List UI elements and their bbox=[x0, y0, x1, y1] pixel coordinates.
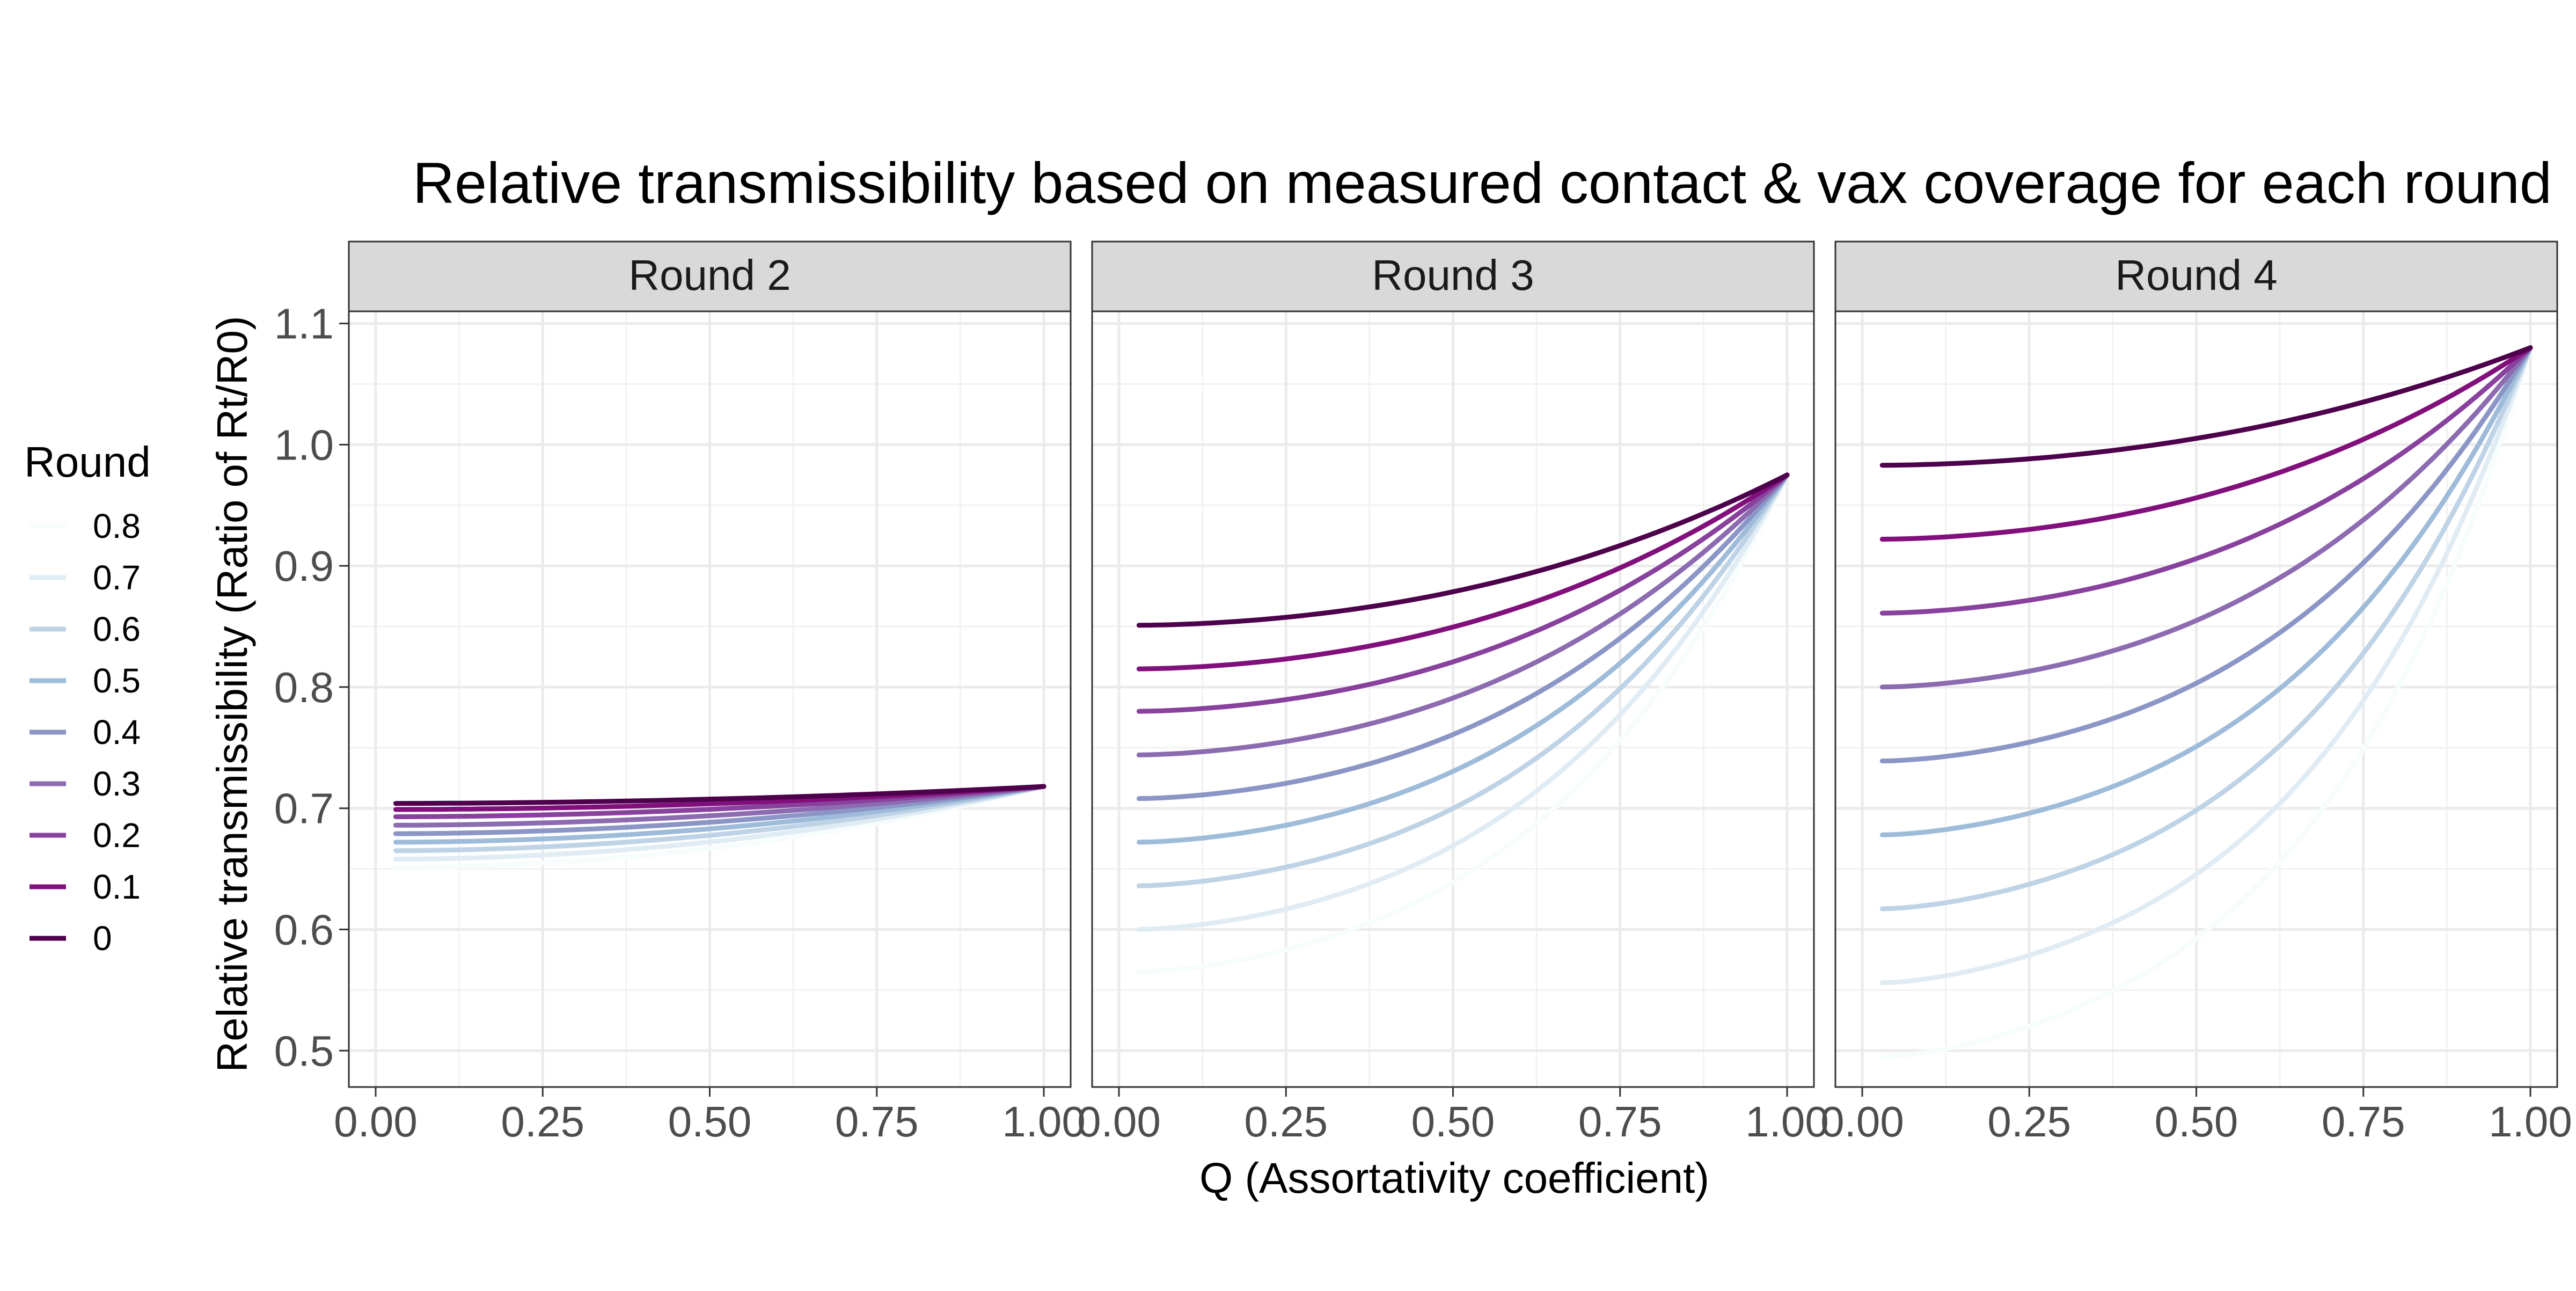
series-line-0 bbox=[1879, 345, 2533, 468]
series-line-0-3 bbox=[1879, 345, 2533, 690]
y-tick-label: 0.9 bbox=[274, 542, 334, 590]
facet-strip-label: Round 4 bbox=[2115, 251, 2277, 299]
y-tick-label: 0.5 bbox=[274, 1027, 334, 1075]
legend-label: 0.5 bbox=[93, 661, 141, 700]
series-line-0-8 bbox=[1136, 472, 1790, 974]
series-line-0-4 bbox=[1879, 345, 2533, 764]
legend-label: 0.1 bbox=[93, 867, 141, 906]
x-tick-label: 0.00 bbox=[1077, 1098, 1161, 1146]
series-line-0-6 bbox=[393, 784, 1046, 854]
y-tick-label: 0.8 bbox=[274, 663, 334, 711]
series-line-0-2 bbox=[1879, 345, 2533, 616]
x-axis-label: Q (Assortativity coefficient) bbox=[1199, 1154, 1709, 1202]
series-line-0-2 bbox=[1136, 472, 1790, 714]
x-tick-label: 0.25 bbox=[501, 1098, 584, 1146]
panels: Round 2 0.00 0.25 0.50 0.75 1.00 0.5 0.6 0.7 0.8 0… bbox=[274, 240, 2572, 1146]
legend-label: 0.3 bbox=[93, 764, 141, 803]
legend-label: 0.2 bbox=[93, 816, 141, 855]
y-tick-label: 0.6 bbox=[274, 906, 334, 953]
series-line-0-6 bbox=[1136, 472, 1790, 888]
series-line-0-5 bbox=[393, 784, 1046, 845]
series-line-0-8 bbox=[1879, 345, 2533, 1060]
y-tick-label: 0.7 bbox=[274, 785, 334, 833]
series-line-0-5 bbox=[1136, 472, 1790, 845]
x-tick-label: 0.75 bbox=[835, 1098, 919, 1146]
series-line-0-7 bbox=[393, 784, 1046, 862]
x-tick-label: 0.50 bbox=[668, 1098, 752, 1146]
facet-panel: Round 4 0.00 0.25 0.50 0.75 1.00 bbox=[1820, 240, 2572, 1146]
legend-title: Round bbox=[24, 438, 151, 486]
legend-label: 0.4 bbox=[93, 713, 141, 752]
facet-strip bbox=[1091, 240, 1815, 312]
series-line-0-4 bbox=[393, 784, 1046, 836]
legend-label: 0.8 bbox=[93, 507, 141, 545]
legend-label: 0.6 bbox=[93, 610, 141, 648]
chart-title: Relative transmissibility based on measu… bbox=[413, 150, 2552, 215]
series-line-0-6 bbox=[1879, 345, 2533, 911]
x-tick-label: 0.25 bbox=[1244, 1098, 1328, 1146]
facet-strip-label: Round 2 bbox=[628, 251, 791, 299]
facet-strip bbox=[1834, 240, 2558, 312]
legend: 0.8 0.7 0.6 0.5 0.4 0.3 0.2 0.1 0 bbox=[30, 507, 141, 958]
x-tick-label: 0.00 bbox=[334, 1098, 418, 1146]
series-line-0-3 bbox=[1136, 472, 1790, 757]
x-tick-label: 1.00 bbox=[2489, 1098, 2572, 1146]
facet-panel: Round 3 0.00 0.25 0.50 0.75 1.00 bbox=[1077, 240, 1829, 1146]
series-line-0 bbox=[393, 784, 1046, 806]
y-axis-label: Relative transmissibility (Ratio of Rt/R… bbox=[208, 316, 256, 1072]
series-line-0-5 bbox=[1879, 345, 2533, 837]
x-tick-label: 1.00 bbox=[1745, 1098, 1829, 1146]
series-line-0-1 bbox=[1136, 472, 1790, 672]
x-tick-label: 0.50 bbox=[1411, 1098, 1495, 1146]
x-tick-label: 0.00 bbox=[1820, 1098, 1904, 1146]
x-tick-label: 0.75 bbox=[1578, 1098, 1662, 1146]
legend-label: 0 bbox=[93, 919, 112, 958]
series-line-0-3 bbox=[393, 784, 1046, 828]
y-tick-label: 1.1 bbox=[274, 300, 334, 348]
x-tick-label: 1.00 bbox=[1002, 1098, 1086, 1146]
series-line-0-7 bbox=[1136, 472, 1790, 932]
facet-strip bbox=[348, 240, 1072, 312]
legend-label: 0.7 bbox=[93, 558, 141, 597]
series-line-0-4 bbox=[1136, 472, 1790, 801]
series-line-0-1 bbox=[1879, 345, 2533, 542]
series-line-0 bbox=[1136, 472, 1790, 628]
series-line-0-7 bbox=[1879, 345, 2533, 986]
series-line-0-8 bbox=[393, 784, 1046, 870]
facet-strip-label: Round 3 bbox=[1372, 251, 1534, 299]
x-tick-label: 0.25 bbox=[1987, 1098, 2071, 1146]
x-tick-label: 0.50 bbox=[2155, 1098, 2238, 1146]
facet-panel: Round 2 0.00 0.25 0.50 0.75 1.00 0.5 0.6 0.7 0.8 0… bbox=[274, 240, 1086, 1146]
y-tick-label: 1.0 bbox=[274, 421, 334, 469]
x-tick-label: 0.75 bbox=[2322, 1098, 2405, 1146]
